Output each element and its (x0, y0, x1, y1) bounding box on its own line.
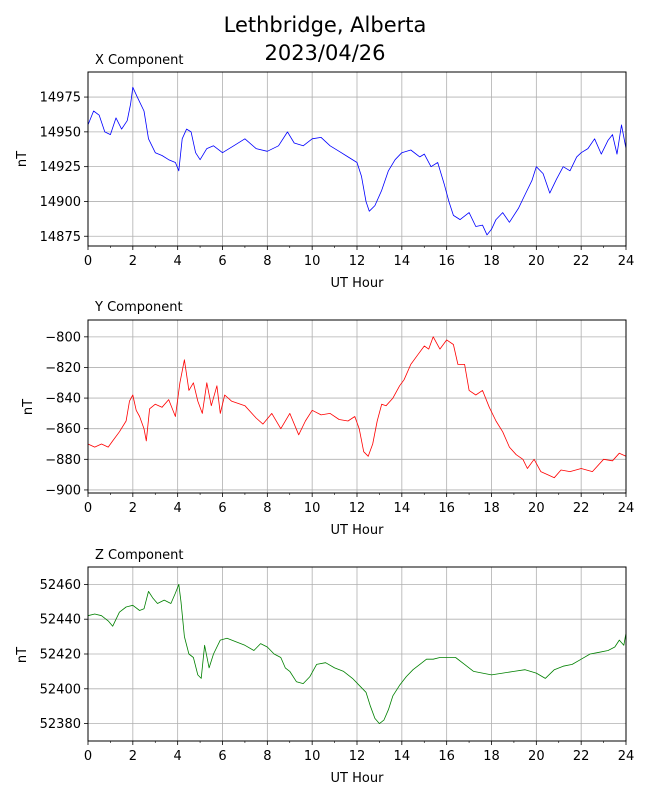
y-component-xtick-label: 10 (304, 501, 321, 516)
y-component-xtick-label: 4 (174, 501, 182, 516)
y-component-ytick-label: −880 (45, 453, 81, 468)
x-component-xlabel: UT Hour (331, 276, 385, 291)
z-component-ylabel: nT (15, 647, 30, 663)
y-component-ytick-label: −900 (45, 483, 81, 498)
z-component-series-line (87, 584, 627, 724)
y-component-plot-frame (87, 319, 627, 494)
z-component-xtick-label: 14 (394, 749, 411, 764)
x-component-plot-frame (87, 71, 627, 247)
x-component-xtick-label: 24 (618, 254, 635, 269)
y-component-xtick-label: 22 (573, 501, 590, 516)
x-component-series-line (87, 86, 627, 236)
y-component-xtick-label: 6 (218, 501, 226, 516)
x-component-xtick-label: 22 (573, 254, 590, 269)
y-component-xtick-label: 2 (129, 501, 137, 516)
x-component-xtick-label: 18 (483, 254, 500, 269)
y-component-ytick-label: −800 (45, 330, 81, 345)
z-component-xtick-label: 4 (174, 749, 182, 764)
z-component-ytick-label: 52400 (40, 682, 81, 697)
x-component-ytick-label: 14900 (40, 195, 81, 210)
z-component-xtick-label: 6 (218, 749, 226, 764)
x-component-panel: X Component UT Hour nT 0 2 4 6 8 10 12 14 16 18 20… (15, 53, 634, 291)
z-component-xtick-label: 8 (263, 749, 271, 764)
y-component-title: Y Component (94, 300, 183, 315)
x-component-ytick-label: 14975 (40, 91, 81, 106)
y-component-xtick-label: 12 (349, 501, 366, 516)
x-component-ytick-label: 14950 (40, 125, 81, 140)
x-component-xtick-label: 16 (438, 254, 455, 269)
y-component-xtick-label: 0 (84, 501, 92, 516)
x-component-ytick-label: 14925 (40, 160, 81, 175)
x-component-xtick-label: 6 (218, 254, 226, 269)
y-component-grid (87, 320, 627, 493)
y-component-series-line (87, 336, 627, 479)
y-component-xtick-label: 18 (483, 501, 500, 516)
z-component-xtick-label: 2 (129, 749, 137, 764)
y-component-panel: Y Component UT Hour nT 0 2 4 6 8 10 12 14 16 18 20… (21, 300, 634, 538)
y-component-xlabel: UT Hour (331, 523, 385, 538)
z-component-ytick-label: 52420 (40, 648, 81, 663)
x-component-title: X Component (95, 53, 184, 68)
z-component-ytick-label: 52380 (40, 717, 81, 732)
z-component-ytick-label: 52440 (40, 613, 81, 628)
z-component-xtick-label: 10 (304, 749, 321, 764)
x-component-xtick-label: 10 (304, 254, 321, 269)
z-component-panel: Z Component UT Hour nT 0 2 4 6 8 10 12 14 16 18 20… (15, 548, 634, 786)
chart-title-date: 2023/04/26 (264, 41, 386, 65)
z-component-title: Z Component (95, 548, 184, 563)
x-component-ylabel: nT (15, 151, 30, 167)
z-component-xtick-label: 0 (84, 749, 92, 764)
x-component-xtick-label: 14 (394, 254, 411, 269)
y-component-ytick-label: −840 (45, 392, 81, 407)
x-component-xtick-label: 0 (84, 254, 92, 269)
z-component-plot-frame (87, 566, 627, 742)
z-component-xtick-label: 20 (528, 749, 545, 764)
y-component-xtick-label: 8 (263, 501, 271, 516)
z-component-xtick-label: 18 (483, 749, 500, 764)
z-component-xtick-label: 24 (618, 749, 635, 764)
z-component-grid (87, 567, 627, 741)
y-component-xtick-label: 24 (618, 501, 635, 516)
y-component-xtick-label: 14 (394, 501, 411, 516)
z-component-xlabel: UT Hour (331, 771, 385, 786)
chart-title-location: Lethbridge, Alberta (223, 13, 427, 37)
y-component-xtick-label: 16 (438, 501, 455, 516)
x-component-grid (87, 72, 627, 246)
z-component-xtick-label: 16 (438, 749, 455, 764)
x-component-xtick-label: 12 (349, 254, 366, 269)
x-component-xtick-label: 8 (263, 254, 271, 269)
x-component-ytick-label: 14875 (40, 230, 81, 245)
x-component-xtick-label: 4 (174, 254, 182, 269)
x-component-xtick-label: 2 (129, 254, 137, 269)
y-component-ytick-label: −860 (45, 422, 81, 437)
z-component-xtick-label: 12 (349, 749, 366, 764)
y-component-xtick-label: 20 (528, 501, 545, 516)
z-component-xtick-label: 22 (573, 749, 590, 764)
y-component-ytick-label: −820 (45, 361, 81, 376)
y-component-ylabel: nT (21, 399, 36, 415)
x-component-xtick-label: 20 (528, 254, 545, 269)
z-component-ytick-label: 52460 (40, 578, 81, 593)
